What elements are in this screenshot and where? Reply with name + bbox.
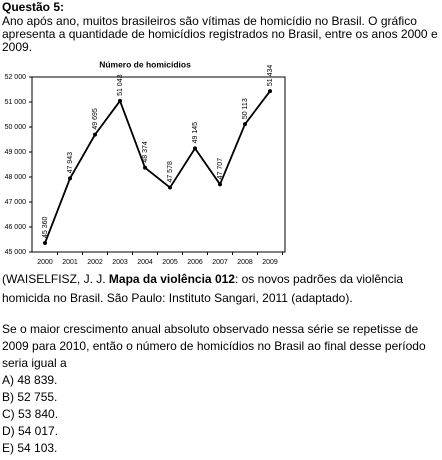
- data-line: [44, 90, 271, 244]
- x-tick-label: 2009: [262, 259, 278, 266]
- y-tick-label: 46 000: [5, 224, 27, 231]
- x-tick-label: 2003: [112, 259, 128, 266]
- data-point: [243, 122, 247, 127]
- x-tick-label: 2007: [212, 259, 228, 266]
- data-label: 45 360: [42, 216, 49, 238]
- data-label: 49 695: [92, 108, 99, 130]
- data-point: [93, 132, 97, 137]
- data-point: [118, 98, 122, 103]
- x-tick-label: 2000: [37, 259, 53, 266]
- data-point: [143, 165, 147, 170]
- data-label: 49 145: [192, 122, 199, 144]
- y-tick-label: 51 000: [5, 99, 27, 106]
- x-tick-label: 2004: [137, 259, 153, 266]
- data-point: [268, 89, 272, 94]
- y-tick-label: 47 000: [5, 199, 27, 206]
- y-tick-label: 49 000: [5, 149, 27, 156]
- x-tick-label: 2005: [162, 259, 178, 266]
- option: B) 52 755.: [2, 390, 58, 404]
- intro-text: Ano após ano, muitos brasileiros são vít…: [2, 14, 438, 54]
- options: A) 48 839. B) 52 755. C) 53 840. D) 54 017.…: [2, 372, 440, 457]
- citation-rest: : os novos padrões da violência homicida…: [2, 272, 404, 305]
- data-point: [168, 185, 172, 190]
- citation-title: Mapa da violência 012: [108, 272, 235, 286]
- data-label: 48 374: [142, 141, 149, 163]
- y-tick-label: 50 000: [5, 124, 27, 131]
- y-tick-label: 45 000: [5, 249, 27, 256]
- option: E) 54 103.: [2, 441, 58, 455]
- x-tick-label: 2001: [62, 259, 78, 266]
- data-label: 47 943: [67, 152, 74, 174]
- data-point: [43, 241, 47, 245]
- y-tick-label: 52 000: [5, 74, 27, 81]
- x-tick-label: 2006: [187, 259, 203, 266]
- data-label: 50 113: [242, 98, 249, 119]
- question-number: Questão 5:: [2, 0, 65, 14]
- citation: (WAISELFISZ, J. J. Mapa da violência 012…: [2, 270, 440, 308]
- plot-frame: [31, 76, 286, 253]
- chart: Número de homicídios 45 000 46 000 47 000 4…: [5, 59, 286, 266]
- prompt: Se o maior crescimento anual absoluto ob…: [2, 322, 426, 370]
- chart-title: Número de homicídios: [99, 59, 191, 69]
- data-point: [68, 176, 72, 181]
- option: A) 48 839.: [2, 373, 58, 387]
- data-label: 51 043: [117, 74, 124, 96]
- option: C) 53 840.: [2, 407, 59, 421]
- y-tick-label: 48 000: [5, 174, 27, 181]
- option: D) 54 017.: [2, 424, 59, 438]
- data-label: 47 578: [167, 161, 174, 183]
- data-label: 47 707: [217, 158, 224, 180]
- x-tick-label: 2008: [237, 259, 253, 266]
- data-point: [218, 182, 222, 187]
- data-label: 51 434: [267, 65, 274, 87]
- data-point: [193, 146, 197, 151]
- citation-author: (WAISELFISZ, J. J.: [2, 272, 109, 286]
- x-tick-label: 2002: [87, 259, 103, 266]
